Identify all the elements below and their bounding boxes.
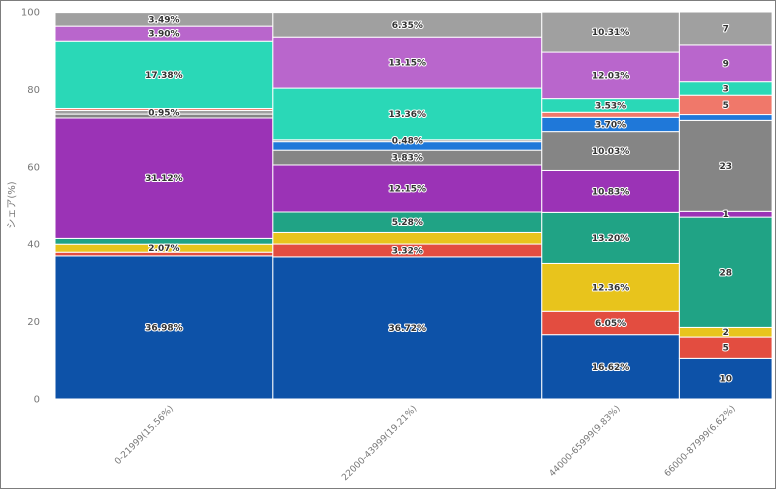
segment-data-label: 36.72% xyxy=(389,324,427,334)
segment-bar[interactable] xyxy=(678,119,773,212)
segment-data-label: 12.36% xyxy=(592,283,630,293)
segment-data-label: 0.48% xyxy=(392,137,423,147)
segment-labels-group: 36.98%2.07%31.12%0.95%17.38%3.90%3.49%36… xyxy=(144,14,733,385)
segment-data-label: 3.90% xyxy=(148,30,179,40)
segment-data-label: 10.83% xyxy=(592,187,630,197)
segment-data-label: 0.95% xyxy=(148,108,179,118)
segment-data-label: 13.15% xyxy=(389,59,427,69)
segment-bar[interactable] xyxy=(541,11,680,53)
segment-bar[interactable] xyxy=(541,51,680,100)
segment-data-label: 13.20% xyxy=(592,234,630,244)
segment-data-label: 6.35% xyxy=(392,21,423,31)
y-axis-title: シェア(%) xyxy=(7,181,18,228)
segment-data-label: 6.05% xyxy=(595,319,626,329)
segment-data-label: 23 xyxy=(719,162,732,172)
x-tick-label: 0-21999(15.56%) xyxy=(113,404,176,467)
x-tick-label: 44000-65999(9.83%) xyxy=(548,404,623,479)
segment-data-label: 9 xyxy=(723,59,729,69)
segment-data-label: 3.83% xyxy=(392,154,423,164)
segment-data-label: 7 xyxy=(723,24,729,34)
segment-data-label: 3.53% xyxy=(595,101,626,111)
segment-data-label: 2 xyxy=(723,328,729,338)
bars-group xyxy=(54,11,773,400)
segment-bar[interactable] xyxy=(541,169,680,213)
segment-bar[interactable] xyxy=(272,87,543,141)
segment-data-label: 12.03% xyxy=(592,71,630,81)
segment-bar[interactable] xyxy=(272,36,543,89)
segment-bar[interactable] xyxy=(541,111,680,118)
segment-bar[interactable] xyxy=(541,131,680,171)
segment-bar[interactable] xyxy=(678,11,773,46)
segment-bar[interactable] xyxy=(54,40,274,109)
segment-data-label: 13.36% xyxy=(389,110,427,120)
segment-bar[interactable] xyxy=(678,114,773,121)
segment-data-label: 16.62% xyxy=(592,363,630,373)
segment-bar[interactable] xyxy=(541,211,680,264)
y-tick-label: 20 xyxy=(27,317,40,328)
segment-bar[interactable] xyxy=(541,334,680,400)
segment-data-label: 3.32% xyxy=(392,246,423,256)
segment-data-label: 17.38% xyxy=(145,71,183,81)
y-tick-label: 40 xyxy=(27,240,40,251)
y-tick-label: 60 xyxy=(27,162,40,173)
segment-data-label: 10.03% xyxy=(592,147,630,157)
segment-data-label: 12.15% xyxy=(389,184,427,194)
segment-bar[interactable] xyxy=(272,12,543,38)
segment-data-label: 28 xyxy=(719,268,732,278)
segment-data-label: 5.28% xyxy=(392,218,423,228)
segment-bar[interactable] xyxy=(272,231,543,245)
segment-data-label: 36.98% xyxy=(145,323,183,333)
segment-data-label: 3.70% xyxy=(595,120,626,130)
segment-data-label: 10 xyxy=(719,375,732,385)
segment-data-label: 5 xyxy=(723,101,729,111)
segment-bar[interactable] xyxy=(678,216,773,328)
y-axis: 0 20 40 60 80 100 xyxy=(21,8,40,406)
segment-data-label: 31.12% xyxy=(145,174,183,184)
y-tick-label: 80 xyxy=(27,85,40,96)
segment-bar[interactable] xyxy=(54,117,274,239)
segment-data-label: 2.07% xyxy=(148,244,179,254)
y-tick-label: 0 xyxy=(34,395,40,406)
x-axis: 0-21999(15.56%) 22000-43999(19.21%) 44000-… xyxy=(113,404,738,483)
segment-data-label: 10.31% xyxy=(592,28,630,38)
x-tick-label: 22000-43999(19.21%) xyxy=(340,404,419,483)
segment-data-label: 1 xyxy=(723,210,729,220)
segment-data-label: 5 xyxy=(723,344,729,354)
segment-data-label: 3.49% xyxy=(148,15,179,25)
segment-data-label: 3 xyxy=(723,84,729,94)
x-tick-label: 66000-87999(6.62%) xyxy=(663,404,738,479)
y-tick-label: 100 xyxy=(21,8,40,19)
segment-bar[interactable] xyxy=(272,256,543,400)
